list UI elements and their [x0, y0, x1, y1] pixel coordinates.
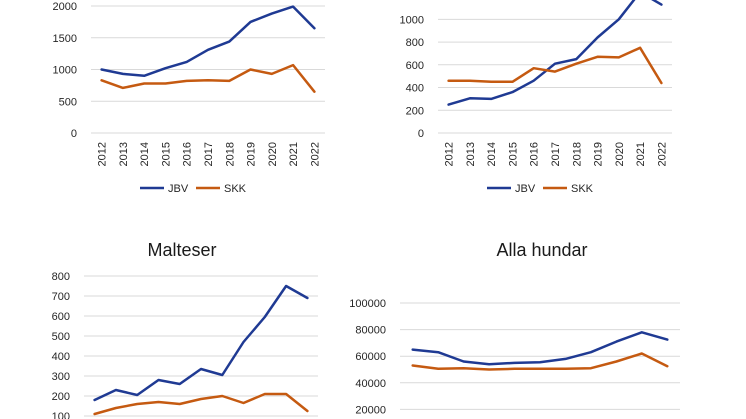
y-tick-label: 400 — [52, 351, 70, 363]
x-tick-label: 2018 — [224, 142, 236, 166]
y-tick-label: 0 — [418, 128, 424, 140]
y-tick-label: 800 — [52, 271, 70, 283]
x-tick-label: 2015 — [507, 142, 519, 166]
y-tick-label: 600 — [406, 60, 424, 72]
x-tick-label: 2019 — [246, 142, 258, 166]
y-tick-label: 2000 — [53, 1, 77, 13]
x-tick-label: 2018 — [571, 142, 583, 166]
x-tick-label: 2014 — [486, 142, 498, 166]
series-line-jbv — [447, 0, 663, 106]
y-tick-label: 1000 — [53, 65, 77, 77]
chart-title: Malteser — [147, 240, 216, 260]
y-tick-label: 20000 — [355, 404, 386, 416]
x-tick-label: 2012 — [444, 142, 456, 166]
chart-2: 0 200 400 600 800 1000 2012 2013 2014 2015 2016 201… — [400, 0, 672, 195]
y-tick-label: 700 — [52, 291, 70, 303]
y-tick-label: 600 — [52, 311, 70, 323]
series-line-skk — [411, 352, 669, 371]
series-line-jbv — [100, 5, 316, 78]
x-tick-label: 2012 — [97, 142, 109, 166]
x-tick-label: 2016 — [529, 142, 541, 166]
y-tick-label: 500 — [52, 331, 70, 343]
x-tick-label: 2017 — [203, 142, 215, 166]
legend-label-skk: SKK — [571, 183, 594, 195]
x-tick-label: 2017 — [550, 142, 562, 166]
x-tick-label: 2016 — [182, 142, 194, 166]
x-tick-label: 2013 — [465, 142, 477, 166]
series-line-skk — [93, 392, 309, 416]
x-tick-label: 2020 — [614, 142, 626, 166]
y-tick-label: 60000 — [355, 351, 386, 363]
y-tick-label: 100 — [52, 411, 70, 419]
y-tick-label: 400 — [406, 83, 424, 95]
chart-title: Alla hundar — [496, 240, 587, 260]
x-tick-label: 2019 — [593, 142, 605, 166]
x-tick-label: 2021 — [288, 142, 300, 166]
x-tick-label: 2020 — [267, 142, 279, 166]
legend-label-skk: SKK — [224, 183, 247, 195]
y-tick-label: 1500 — [53, 33, 77, 45]
y-tick-label: 100000 — [349, 298, 386, 310]
x-tick-label: 2015 — [160, 142, 172, 166]
y-tick-label: 200 — [52, 391, 70, 403]
y-tick-label: 300 — [52, 371, 70, 383]
chart-1: 0 500 1000 1500 2000 2012 2013 2014 2015 2016 2017… — [53, 1, 325, 195]
y-tick-label: 80000 — [355, 325, 386, 337]
x-tick-label: 2022 — [656, 142, 668, 166]
y-tick-label: 200 — [406, 105, 424, 117]
y-tick-label: 800 — [406, 37, 424, 49]
series-line-jbv — [93, 284, 309, 402]
y-tick-label: 500 — [59, 96, 77, 108]
legend-label-jbv: JBV — [168, 183, 189, 195]
y-tick-label: 1000 — [400, 14, 424, 26]
x-tick-label: 2013 — [118, 142, 130, 166]
y-tick-label: 0 — [71, 128, 77, 140]
x-tick-label: 2022 — [309, 142, 321, 166]
chart-3: Malteser 100 200 300 400 500 600 700 800 — [52, 240, 318, 419]
legend-label-jbv: JBV — [515, 183, 536, 195]
series-line-jbv — [411, 331, 669, 366]
series-line-skk — [100, 63, 316, 93]
x-tick-label: 2014 — [139, 142, 151, 166]
x-tick-label: 2021 — [635, 142, 647, 166]
series-line-skk — [447, 46, 663, 85]
y-tick-label: 40000 — [355, 378, 386, 390]
chart-4: Alla hundar 20000 40000 60000 80000 100000 — [349, 240, 680, 416]
